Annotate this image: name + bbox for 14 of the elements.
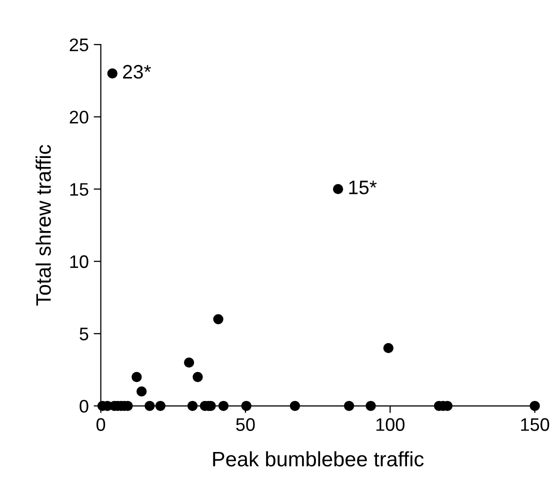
x-tick-label: 0	[96, 418, 106, 431]
x-tick-label: 50	[236, 418, 255, 431]
x-tick-label: 100	[376, 418, 404, 431]
annotation: 15*	[349, 180, 377, 194]
y-tick-label: 20	[70, 110, 88, 124]
y-tick-label: 25	[70, 38, 88, 52]
x-tick-label: 150	[521, 418, 550, 431]
y-tick-label: 10	[70, 255, 88, 268]
y-tick-label: 15	[70, 183, 88, 196]
y-axis-title: Total shrew traffic	[36, 144, 51, 306]
y-tick-label: 0	[80, 400, 88, 413]
annotation: 23*	[123, 64, 151, 79]
x-axis-title: Peak bumblebee traffic	[213, 451, 424, 467]
y-tick-label: 5	[80, 328, 88, 340]
